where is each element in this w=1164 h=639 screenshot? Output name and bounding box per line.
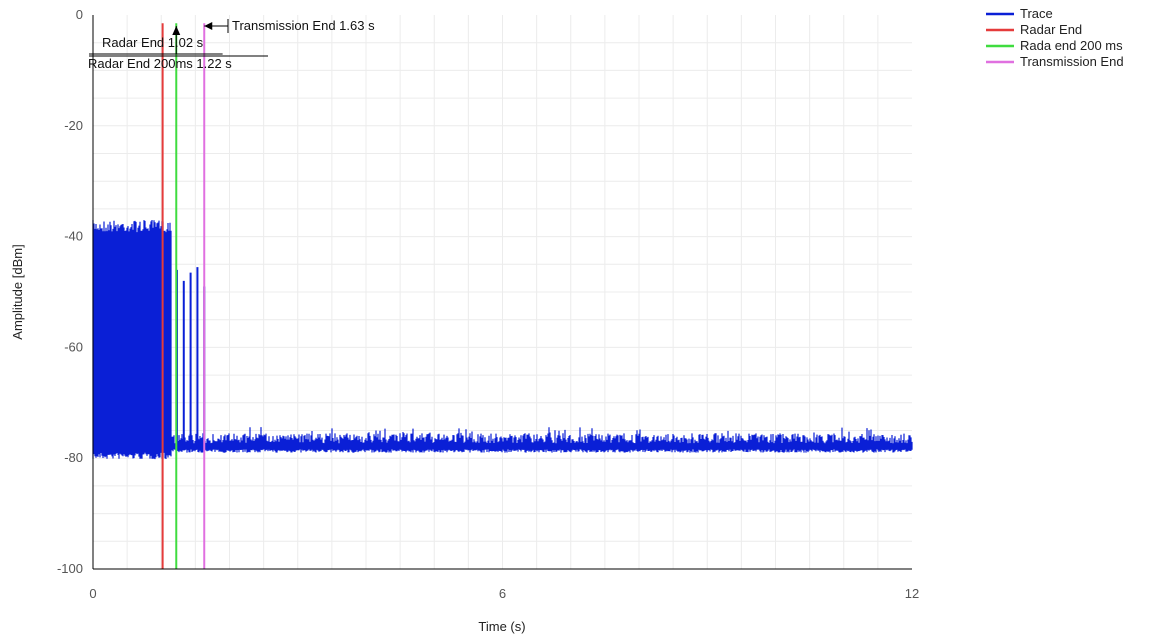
- y-tick-label: -60: [64, 339, 83, 354]
- x-tick-label: 0: [89, 586, 96, 601]
- legend-label: Rada end 200 ms: [1020, 38, 1123, 53]
- annotation-label: Radar End 200ms 1.22 s: [88, 56, 232, 71]
- annotation-arrowhead: [204, 22, 213, 30]
- y-axis-title: Amplitude [dBm]: [10, 244, 25, 339]
- legend-label: Trace: [1020, 6, 1053, 21]
- annotation-arrowhead: [172, 26, 181, 35]
- grid: [93, 15, 912, 569]
- annotation-label: Radar End 1.02 s: [102, 35, 204, 50]
- y-tick-label: 0: [76, 7, 83, 22]
- y-tick-label: -40: [64, 229, 83, 244]
- y-tick-label: -100: [57, 561, 83, 576]
- x-tick-label: 6: [499, 586, 506, 601]
- y-tick-label: -80: [64, 450, 83, 465]
- legend-label: Radar End: [1020, 22, 1082, 37]
- y-tick-label: -20: [64, 118, 83, 133]
- annotation-label: Transmission End 1.63 s: [232, 18, 375, 33]
- tick-labels: 0 -20 -40 -60 -80 -100 0 6 12: [57, 7, 919, 601]
- x-tick-label: 12: [905, 586, 919, 601]
- marker-lines: [161, 23, 206, 569]
- legend-label: Transmission End: [1020, 54, 1124, 69]
- axes: [92, 15, 912, 570]
- annotations: Transmission End 1.63 s Radar End 1.02 s R…: [88, 18, 375, 71]
- x-axis-title: Time (s): [478, 619, 525, 634]
